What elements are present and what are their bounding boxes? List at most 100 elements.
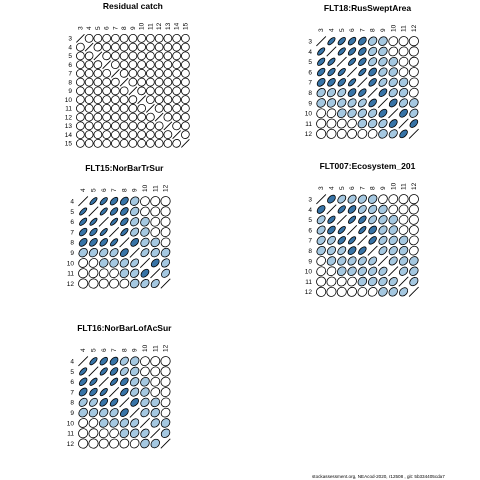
row-tick-label: 11: [305, 121, 312, 128]
correlation-ellipse: [357, 266, 367, 276]
correlation-ellipse: [326, 266, 337, 277]
correlation-ellipse: [388, 67, 398, 77]
diagonal-mark: [357, 235, 368, 246]
correlation-ellipse: [357, 256, 367, 266]
correlation-ellipse: [93, 104, 103, 113]
correlation-ellipse: [358, 57, 367, 66]
correlation-ellipse: [137, 69, 146, 78]
correlation-ellipse: [154, 77, 164, 87]
correlation-ellipse: [150, 248, 160, 258]
correlation-ellipse: [337, 47, 346, 56]
correlation-ellipse: [172, 77, 181, 87]
correlation-ellipse: [128, 69, 138, 78]
correlation-ellipse: [163, 69, 173, 78]
row-tick-label: 8: [68, 79, 72, 86]
correlation-ellipse: [93, 95, 103, 104]
correlation-ellipse: [109, 258, 119, 268]
correlation-ellipse: [367, 276, 378, 287]
correlation-ellipse: [378, 287, 388, 297]
column-tick-label: 5: [339, 28, 346, 32]
correlation-ellipse: [109, 428, 119, 439]
correlation-ellipse: [109, 408, 119, 418]
correlation-ellipse: [137, 139, 146, 148]
column-tick-label: 12: [163, 184, 170, 192]
correlation-ellipse: [358, 88, 367, 97]
correlation-ellipse: [337, 236, 346, 245]
correlation-ellipse: [409, 87, 419, 98]
correlation-ellipse: [93, 34, 103, 43]
correlation-ellipse: [378, 118, 388, 129]
diagonal-mark: [367, 87, 378, 98]
correlation-ellipse: [119, 278, 130, 289]
diagonal-mark: [316, 194, 327, 205]
correlation-ellipse: [163, 51, 173, 61]
diagonal-mark: [111, 69, 120, 78]
correlation-ellipse: [76, 69, 85, 78]
correlation-ellipse: [128, 77, 138, 87]
row-tick-label: 13: [65, 123, 73, 130]
row-tick-label: 9: [308, 100, 312, 107]
column-tick-label: 12: [411, 182, 418, 190]
correlation-ellipse: [98, 258, 109, 268]
correlation-ellipse: [388, 235, 398, 245]
correlation-ellipse: [163, 77, 173, 87]
correlation-ellipse: [327, 78, 336, 87]
correlation-ellipse: [78, 438, 89, 449]
correlation-ellipse: [163, 86, 173, 96]
diagonal-mark: [146, 104, 155, 113]
correlation-ellipse: [160, 428, 171, 438]
correlation-ellipse: [163, 112, 173, 122]
correlation-ellipse: [388, 214, 399, 225]
correlation-ellipse: [140, 428, 150, 438]
correlation-ellipse: [109, 248, 119, 258]
correlation-ellipse: [111, 95, 120, 104]
correlation-ellipse: [78, 258, 89, 268]
correlation-ellipse: [398, 256, 409, 266]
correlation-ellipse: [357, 108, 367, 118]
correlation-ellipse: [316, 67, 326, 77]
correlation-ellipse: [119, 60, 129, 69]
correlation-ellipse: [337, 78, 346, 87]
correlation-ellipse: [150, 196, 161, 207]
correlation-ellipse: [88, 418, 99, 428]
row-tick-label: 8: [70, 400, 74, 407]
correlation-ellipse: [88, 438, 99, 449]
diagonal-mark: [139, 417, 151, 429]
correlation-ellipse: [84, 121, 94, 131]
correlation-ellipse: [408, 67, 419, 78]
correlation-ellipse: [337, 194, 347, 204]
correlation-ellipse: [137, 104, 146, 113]
column-tick-label: 4: [86, 26, 93, 30]
diagonal-mark: [88, 206, 99, 217]
correlation-ellipse: [119, 51, 129, 61]
correlation-ellipse: [378, 194, 388, 204]
correlation-ellipse: [84, 34, 94, 43]
correlation-ellipse: [336, 266, 347, 277]
column-tick-label: 12: [156, 22, 163, 30]
correlation-ellipse: [181, 95, 190, 104]
correlation-ellipse: [140, 387, 150, 397]
diagonal-mark: [377, 97, 389, 109]
correlation-ellipse: [137, 34, 146, 43]
correlation-ellipse: [99, 398, 109, 407]
column-tick-label: 6: [101, 188, 108, 192]
correlation-ellipse: [99, 228, 108, 237]
diagonal-mark: [84, 42, 94, 52]
correlation-ellipse: [316, 225, 326, 235]
correlation-ellipse: [316, 98, 326, 108]
correlation-ellipse: [119, 69, 129, 78]
correlation-ellipse: [140, 366, 150, 377]
correlation-ellipse: [109, 438, 120, 449]
row-tick-label: 10: [65, 97, 73, 104]
correlation-ellipse: [150, 397, 161, 408]
correlation-ellipse: [154, 104, 164, 113]
correlation-ellipse: [398, 98, 409, 108]
row-tick-label: 11: [305, 279, 312, 286]
column-tick-label: 13: [165, 22, 172, 30]
correlation-ellipse: [154, 34, 164, 43]
correlation-ellipse: [368, 204, 378, 215]
column-tick-label: 6: [104, 26, 111, 30]
correlation-ellipse: [409, 266, 419, 276]
correlation-ellipse: [378, 246, 388, 256]
correlation-ellipse: [84, 104, 94, 113]
